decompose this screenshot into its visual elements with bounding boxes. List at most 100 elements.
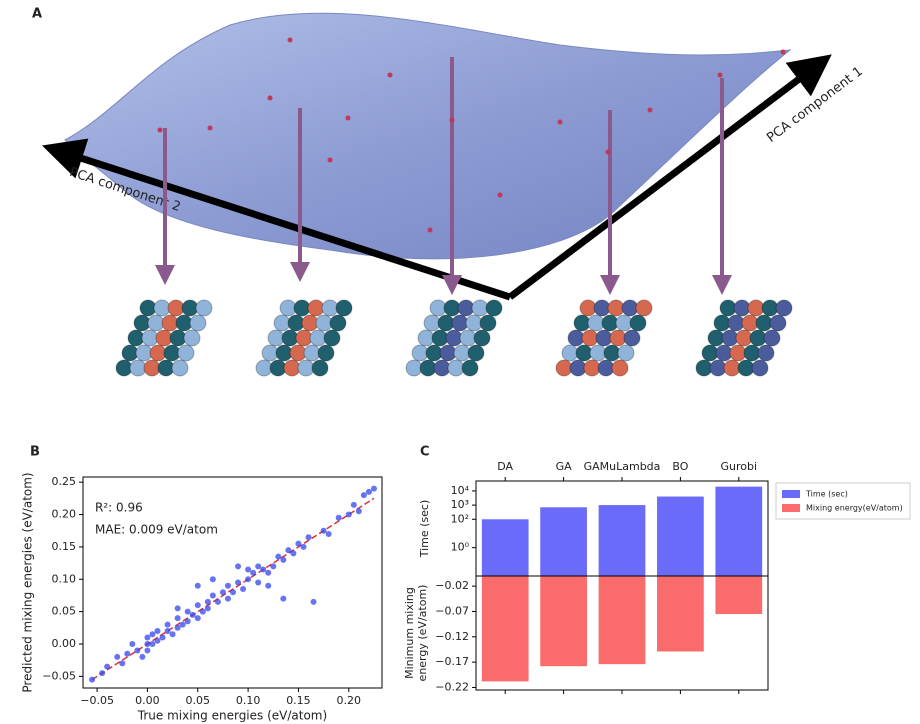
point [175,605,181,611]
x-tick-label: 0.10 [236,694,261,707]
point [270,563,276,569]
point [306,534,312,540]
panel-label: A [32,7,42,22]
point [119,660,125,666]
bar [482,576,529,681]
point [175,615,181,621]
atom [336,300,352,316]
bar [715,487,762,576]
point [89,677,95,683]
point [225,596,231,602]
point [225,583,231,589]
point [185,609,191,615]
axis-label: PCA component 1 [764,64,866,146]
point [290,550,296,556]
point [205,605,211,611]
point [144,635,150,641]
point [210,592,216,598]
point [245,567,251,573]
point [165,628,171,634]
bar [657,497,704,576]
bar [599,505,646,576]
atom [324,330,340,346]
atom [776,300,792,316]
point [240,586,246,592]
surface-point [288,38,293,43]
y-axis-label: Time (sec) [418,500,431,559]
point [311,599,317,605]
point [336,515,342,521]
point [280,557,286,563]
point [361,492,367,498]
bar [715,576,762,614]
x-tick-label: GA [556,460,573,473]
point [99,670,105,676]
surface-point [158,128,163,133]
atom [462,360,478,376]
bar [540,507,587,576]
y2-tick-label: −0.17 [435,655,469,668]
point [104,664,110,670]
surface-point [208,126,213,131]
bar [657,576,704,651]
point [175,625,181,631]
x-tick-label: BO [672,460,688,473]
point [154,628,160,634]
point [321,528,327,534]
panel-label: C [420,445,430,460]
point [149,641,155,647]
point [255,563,261,569]
legend-swatch [782,504,800,512]
point [280,596,286,602]
surface-point [558,120,563,125]
atom [764,330,780,346]
y2-tick-label: −0.22 [435,680,469,693]
point [134,647,140,653]
surface-point [781,50,786,55]
point [351,502,357,508]
point [195,583,201,589]
energy-surface [65,13,790,259]
point [235,563,241,569]
x-tick-label: 0.15 [286,694,311,707]
point [200,609,206,615]
point [144,647,150,653]
bar [599,576,646,664]
surface-point [328,158,333,163]
annotation: R²: 0.96 [95,501,143,515]
atom [318,345,334,361]
point [371,486,377,492]
x-tick-label: 0.20 [337,694,362,707]
y2-tick-label: −0.02 [435,579,469,592]
point [195,615,201,621]
point [250,570,256,576]
x-tick-label: DA [497,460,513,473]
legend-label: Time (sec) [805,490,848,499]
surface-point [268,96,273,101]
point [356,508,362,514]
x-tick-label: 0.05 [186,694,211,707]
atom [196,300,212,316]
point [195,602,201,608]
point [210,576,216,582]
point [160,635,166,641]
atom [618,345,634,361]
point [235,580,241,586]
surface-point [606,150,611,155]
point [149,631,155,637]
point [124,651,130,657]
atom [184,330,200,346]
point [300,544,306,550]
legend-label: Mixing energy(eV/atom) [806,504,903,513]
y2-axis-label: Minimum mixing [403,587,416,679]
point [265,583,271,589]
y-tick-label: 0.15 [52,540,77,553]
point [245,576,251,582]
surface-point [498,193,503,198]
point [255,580,261,586]
atom [178,345,194,361]
point [190,612,196,618]
atom [752,360,768,376]
y-tick-label: 10³ [451,498,469,511]
surface-point [450,118,455,123]
